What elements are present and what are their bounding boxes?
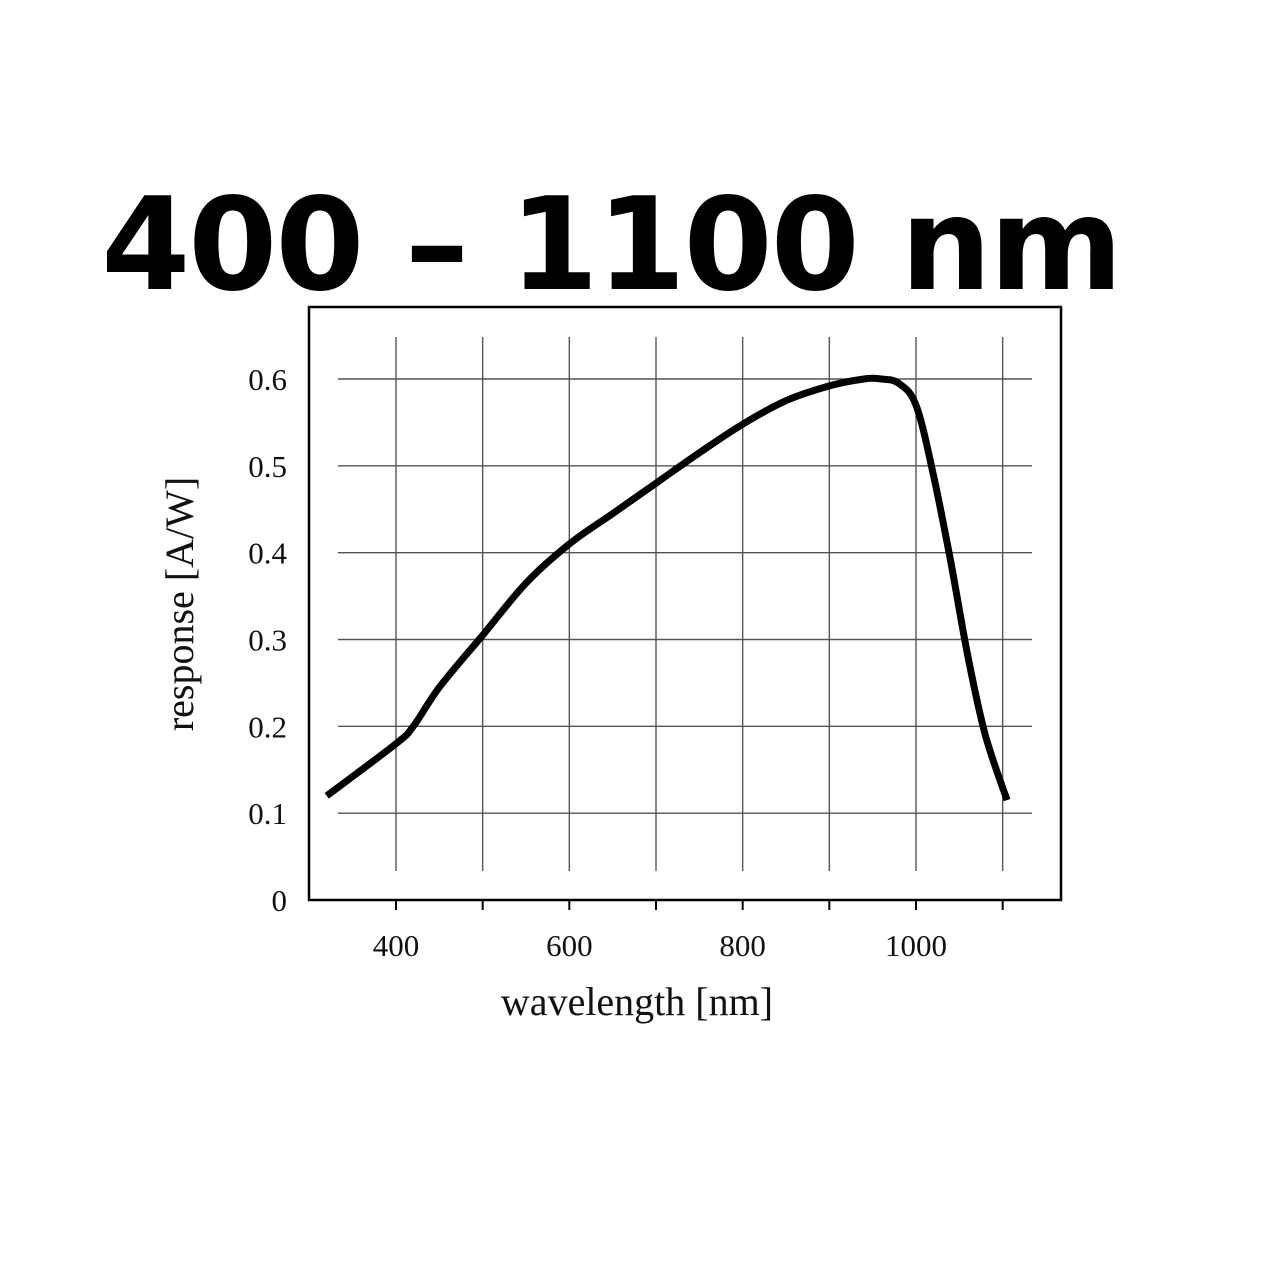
grid (338, 337, 1032, 871)
axis-ticks: 400 600 800 1000 0 0.1 0.2 0.3 0.4 0.5 0.6 (248, 362, 1004, 963)
y-axis-label: response [A/W] (157, 477, 202, 731)
plot-frame (307, 305, 1063, 902)
x-tick-label: 1000 (885, 928, 947, 963)
y-tick-label: 0.5 (248, 449, 287, 484)
y-tick-label: 0.6 (248, 362, 287, 397)
y-tick-label: 0.2 (248, 709, 287, 744)
y-tick-label: 0.4 (248, 536, 287, 571)
series-layer (324, 374, 1011, 802)
y-tick-label: 0.1 (248, 796, 287, 831)
response-curve (324, 374, 1011, 802)
x-tick-label: 800 (719, 928, 766, 963)
x-tick-label: 600 (546, 928, 593, 963)
chart-heading: 400 – 1100 nm (101, 171, 1123, 320)
x-axis-label: wavelength [nm] (501, 979, 773, 1024)
x-tick-label: 400 (373, 928, 420, 963)
y-tick-label: 0 (272, 883, 288, 918)
y-tick-label: 0.3 (248, 623, 287, 658)
